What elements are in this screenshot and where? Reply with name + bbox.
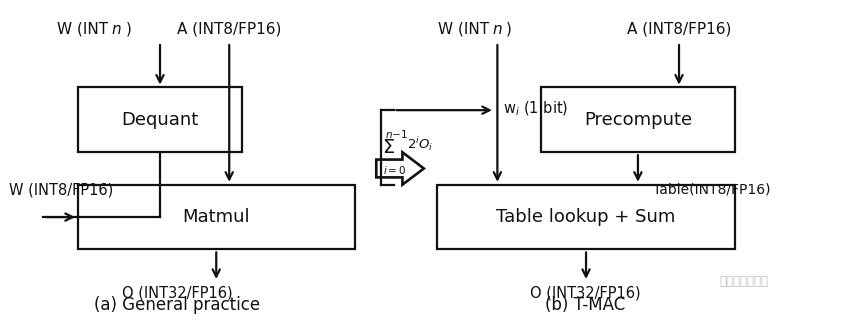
Text: Matmul: Matmul xyxy=(183,208,250,226)
FancyBboxPatch shape xyxy=(78,87,242,152)
Text: W (INT: W (INT xyxy=(57,22,108,37)
Text: (a) General practice: (a) General practice xyxy=(94,296,260,314)
Text: (b) T-MAC: (b) T-MAC xyxy=(546,296,625,314)
Text: $i{=}0$: $i{=}0$ xyxy=(383,164,407,176)
Text: ): ) xyxy=(125,22,131,37)
Text: $n{-}1$: $n{-}1$ xyxy=(385,128,408,141)
Text: w$_i$ (1 bit): w$_i$ (1 bit) xyxy=(503,99,568,118)
Text: O (INT32/FP16): O (INT32/FP16) xyxy=(122,286,233,301)
Text: W (INT: W (INT xyxy=(438,22,489,37)
FancyBboxPatch shape xyxy=(78,185,355,249)
Polygon shape xyxy=(376,152,424,185)
Text: A (INT8/FP16): A (INT8/FP16) xyxy=(627,22,731,37)
Text: $\Sigma$: $\Sigma$ xyxy=(382,138,395,157)
Text: 公众号・新智元: 公众号・新智元 xyxy=(720,275,768,288)
Text: Table(INT8/FP16): Table(INT8/FP16) xyxy=(653,182,771,197)
Text: A (INT8/FP16): A (INT8/FP16) xyxy=(177,22,281,37)
Text: $n$: $n$ xyxy=(492,22,503,37)
Text: O (INT32/FP16): O (INT32/FP16) xyxy=(530,286,641,301)
FancyBboxPatch shape xyxy=(437,185,735,249)
Text: W (INT8/FP16): W (INT8/FP16) xyxy=(9,182,113,197)
FancyBboxPatch shape xyxy=(541,87,735,152)
Text: $n$: $n$ xyxy=(112,22,122,37)
Text: ): ) xyxy=(506,22,512,37)
Text: $2^i O_i$: $2^i O_i$ xyxy=(407,135,433,153)
Text: Dequant: Dequant xyxy=(121,111,199,129)
Text: Precompute: Precompute xyxy=(584,111,692,129)
Text: Table lookup + Sum: Table lookup + Sum xyxy=(497,208,676,226)
